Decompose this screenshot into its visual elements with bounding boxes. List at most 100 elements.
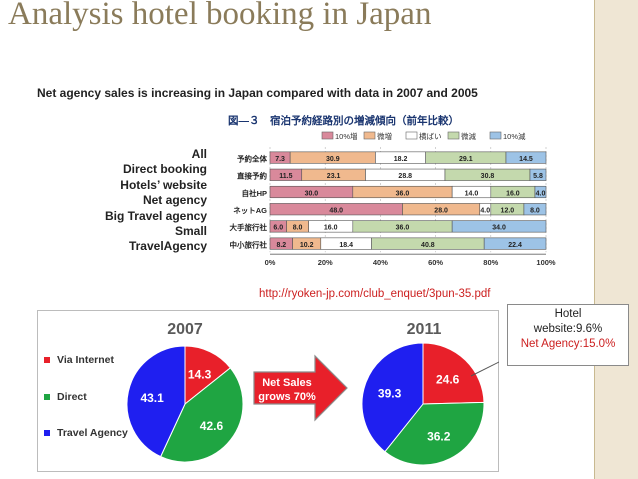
category-label: Net agency [142,193,207,208]
slide-title: Analysis hotel booking in Japan [8,0,432,32]
bar-tick-label: 20% [318,258,333,267]
bar-legend-swatch [447,131,460,140]
bar-value-label: 8.2 [276,242,286,249]
growth-arrow-line2: grows 70% [258,391,316,403]
bar-value-label: 30.0 [305,190,319,197]
bar-value-label: 18.2 [394,156,408,163]
source-link[interactable]: http://ryoken-jp.com/club_enquet/3pun-35… [259,288,491,300]
bar-value-label: 8.0 [293,225,303,232]
pie-2007-title: 2007 [167,321,203,338]
decorative-sidebar [595,0,638,479]
bar-tick-label: 80% [483,258,498,267]
bar-value-label: 8.0 [530,207,540,214]
bar-category-label: 大手旅行社 [230,222,268,232]
bar-category-label: ネットAG [233,206,267,215]
legend-swatch-internet [44,357,50,363]
pie-2011: 24.6 36.2 39.3 [361,342,485,466]
growth-arrow-shape [253,354,348,422]
bar-value-label: 5.8 [533,173,543,180]
pie-value-label: 24.6 [436,373,460,387]
bar-value-label: 29.1 [459,156,473,163]
bar-value-label: 12.0 [501,207,515,214]
pie-2011-title: 2011 [407,321,442,338]
category-label: Big Travel agency [104,208,207,223]
bar-legend-label: 微増 [377,131,392,141]
category-label: Direct booking [122,162,207,177]
pie-slice [384,401,485,466]
category-label: Small [174,224,207,239]
category-label: TravelAgency [128,239,207,254]
pie-slice [126,345,186,458]
bar-legend-label: 10%減 [503,131,526,141]
legend-label-direct: Direct [57,391,87,403]
bar-chart-title: 図―３ 宿泊予約経路別の増減傾向（前年比較） [228,114,459,127]
pie-value-label: 39.3 [378,386,402,400]
bar-value-label: 28.8 [398,173,412,180]
growth-arrow-line1: Net Sales [262,377,312,389]
sidebar-divider [594,0,595,479]
bar-legend-label: 横ばい [419,131,442,141]
bar-chart-rows: 予約全体 7.3 30.9 18.2 29.1 14.5 直接予約 11.5 23.1 28.8 3… [230,151,547,250]
pie-legend: Via Internet Direct Travel Agency [44,354,128,439]
bar-chart-x-axis: 0% 20% 40% 60% 80% 100% [265,253,556,267]
bar-tick-label: 100% [536,258,556,267]
bar-segment [451,220,547,233]
pie-value-label: 14.3 [188,368,212,382]
bar-segment [523,203,547,216]
pie-slice [422,342,485,405]
bar-value-label: 40.8 [421,242,435,249]
bar-segment [483,237,547,250]
legend-label-internet: Via Internet [57,354,114,366]
bar-value-label: 16.0 [506,190,520,197]
legend-label-agency: Travel Agency [57,427,128,439]
bar-segment [534,185,547,199]
bar-value-label: 4.0 [536,190,546,197]
bar-value-label: 28.0 [434,207,448,214]
callout-line2: website:9.6% [533,323,603,335]
bar-value-label: 6.0 [273,225,283,232]
pie-slice [184,345,232,406]
bar-value-label: 23.1 [327,173,341,180]
pie-value-label: 43.1 [140,391,164,405]
bar-value-label: 30.8 [481,173,495,180]
bar-segment [505,151,547,164]
bar-value-label: 14.0 [465,190,479,197]
pie-comparison-chart: 2007 2011 Via Internet Direct Travel Age… [37,310,499,472]
bar-legend-swatch [321,131,334,140]
bar-legend-swatch [363,131,376,140]
pie-2007: 14.3 42.6 43.1 [126,345,244,463]
bar-category-label: 予約全体 [237,153,267,163]
bar-legend-label: 10%増 [335,131,358,141]
bar-legend-label: 微減 [461,131,476,141]
legend-swatch-direct [44,394,50,400]
category-label: Hotels’ website [120,177,207,192]
bar-value-label: 11.5 [279,173,292,180]
category-label: All [191,147,207,161]
callout-box: Hotel website:9.6% Net Agency:15.0% [507,304,629,366]
bar-value-label: 22.4 [508,242,522,249]
stacked-bar-chart: 図―３ 宿泊予約経路別の増減傾向（前年比較） 10%増 微増 横ばい 微減 10%減 予… [228,114,556,267]
bar-value-label: 36.0 [396,190,410,197]
pie-slice [361,342,424,453]
bar-value-label: 34.0 [492,225,506,232]
bar-tick-label: 60% [428,258,443,267]
callout-line3: Net Agency:15.0% [520,338,616,350]
bar-chart-grid [269,147,547,253]
bar-tick-label: 0% [265,258,276,267]
category-list: All Direct booking Hotels’ website Net a… [60,147,207,255]
bar-value-label: 30.9 [326,156,340,163]
bar-value-label: 48.0 [329,207,343,214]
pie-value-label: 36.2 [427,430,451,444]
growth-arrow: Net Sales grows 70% [253,354,348,422]
bar-tick-label: 40% [373,258,388,267]
callout-line1: Hotel [554,308,582,320]
bar-category-label: 直接予約 [237,171,267,181]
bar-legend-swatch [489,131,502,140]
bar-value-label: 16.0 [324,225,338,232]
bar-category-label: 自社HP [242,188,267,198]
bar-chart-legend: 10%増 微増 横ばい 微減 10%減 [321,131,526,141]
bar-value-label: 14.5 [519,156,533,163]
bar-legend-swatch [405,131,418,140]
bar-value-label: 18.4 [339,242,353,249]
bar-value-label: 4.0 [480,207,490,214]
